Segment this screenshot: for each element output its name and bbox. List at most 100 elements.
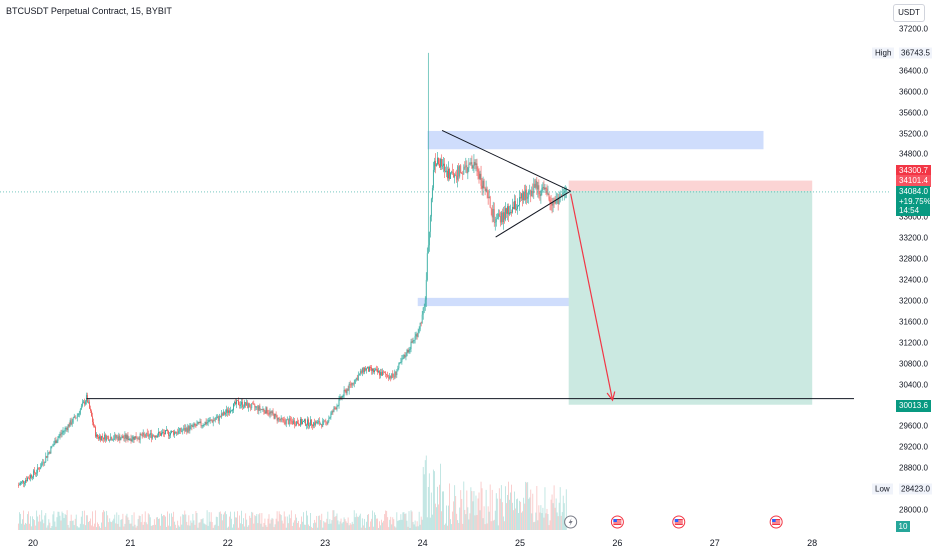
- volume-bar: [440, 463, 441, 530]
- candle-body: [501, 212, 503, 222]
- candle-body: [474, 162, 476, 165]
- candle-body: [294, 424, 296, 426]
- volume-bar: [339, 521, 341, 530]
- candle-body: [77, 413, 79, 416]
- volume-bar: [445, 523, 446, 530]
- volume-tag: 10: [896, 521, 910, 532]
- currency-selector[interactable]: USDT: [893, 4, 925, 22]
- volume-bar: [211, 522, 213, 530]
- volume-bar: [286, 516, 288, 530]
- candle-body: [298, 423, 299, 425]
- volume-bar: [363, 518, 365, 530]
- candle-body: [376, 369, 377, 371]
- time-tick-label: 26: [612, 538, 623, 548]
- candle-body: [548, 193, 550, 200]
- volume-bar: [542, 507, 544, 530]
- volume-bar: [82, 524, 84, 530]
- volume-bar: [521, 512, 523, 530]
- volume-bar: [271, 517, 273, 530]
- candle-body: [160, 433, 161, 436]
- volume-bar: [45, 513, 47, 530]
- volume-bar: [563, 503, 565, 530]
- volume-bar: [456, 513, 458, 530]
- volume-bar: [556, 512, 558, 530]
- volume-bar: [308, 524, 309, 530]
- volume-bar: [499, 498, 501, 530]
- candle-body: [450, 172, 452, 179]
- volume-bar: [119, 526, 121, 530]
- volume-bar: [516, 499, 517, 530]
- volume-bar: [323, 521, 325, 530]
- candle-body: [210, 419, 212, 421]
- candle-body: [500, 212, 502, 223]
- volume-bar: [433, 471, 435, 530]
- volume-bar: [382, 522, 384, 530]
- volume-bar: [218, 512, 220, 530]
- candle-body: [99, 436, 100, 439]
- volume-bar: [261, 513, 263, 530]
- candle-body: [466, 165, 468, 174]
- candle-body: [446, 170, 447, 172]
- volume-bar: [455, 495, 457, 530]
- volume-bar: [242, 524, 244, 530]
- candle-body: [56, 440, 58, 444]
- volume-bar: [424, 460, 426, 530]
- volume-bar: [379, 521, 380, 530]
- volume-bar: [474, 515, 476, 530]
- candle-body: [324, 420, 326, 422]
- volume-bar: [483, 506, 485, 530]
- candle-body: [32, 477, 33, 479]
- candle-body: [250, 407, 252, 409]
- volume-bar: [166, 526, 167, 530]
- flag-stripes: [613, 519, 622, 525]
- candle-body: [359, 371, 361, 374]
- volume-bar: [504, 486, 506, 530]
- volume-bar: [202, 518, 204, 530]
- volume-bar: [452, 511, 454, 530]
- volume-bar: [150, 525, 152, 530]
- candle-body: [491, 209, 493, 218]
- candle-body: [229, 410, 230, 413]
- candle-body: [244, 402, 246, 407]
- volume-bar: [454, 485, 456, 530]
- volume-bar: [276, 511, 278, 530]
- volume-bar: [163, 515, 164, 530]
- volume-bar: [389, 519, 391, 530]
- price-tick-label: 32000.0: [899, 296, 928, 306]
- demand-zone: [417, 297, 589, 307]
- candle-body: [375, 369, 376, 371]
- volume-bar: [153, 519, 155, 530]
- candle-body: [47, 453, 49, 458]
- volume-bar: [85, 515, 87, 530]
- volume-bar: [46, 527, 48, 530]
- candle-body: [161, 432, 162, 436]
- candle-body: [136, 438, 138, 440]
- candle-body: [176, 432, 178, 434]
- volume-bar: [71, 520, 73, 530]
- candle-body: [354, 379, 356, 384]
- volume-bar: [203, 523, 205, 530]
- candle-body: [254, 404, 256, 408]
- candle-body: [325, 420, 327, 422]
- volume-bar: [123, 526, 125, 530]
- volume-bar: [378, 527, 379, 530]
- volume-bar: [419, 524, 421, 530]
- candle-body: [452, 171, 454, 173]
- volume-bar: [412, 521, 414, 530]
- volume-bar: [300, 524, 301, 530]
- time-tick-label: 24: [417, 538, 428, 548]
- candle-body: [504, 208, 506, 220]
- volume-bar: [466, 490, 468, 530]
- volume-bar: [35, 525, 37, 530]
- volume-bar: [94, 523, 95, 530]
- volume-bar: [333, 510, 335, 530]
- candle-body: [395, 371, 397, 376]
- candle-body: [228, 410, 229, 413]
- candle-body: [249, 403, 251, 408]
- candle-body: [367, 366, 368, 369]
- volume-bar: [28, 511, 29, 530]
- candle-body: [124, 434, 126, 439]
- volume-bar: [553, 485, 555, 530]
- volume-bar: [234, 511, 235, 530]
